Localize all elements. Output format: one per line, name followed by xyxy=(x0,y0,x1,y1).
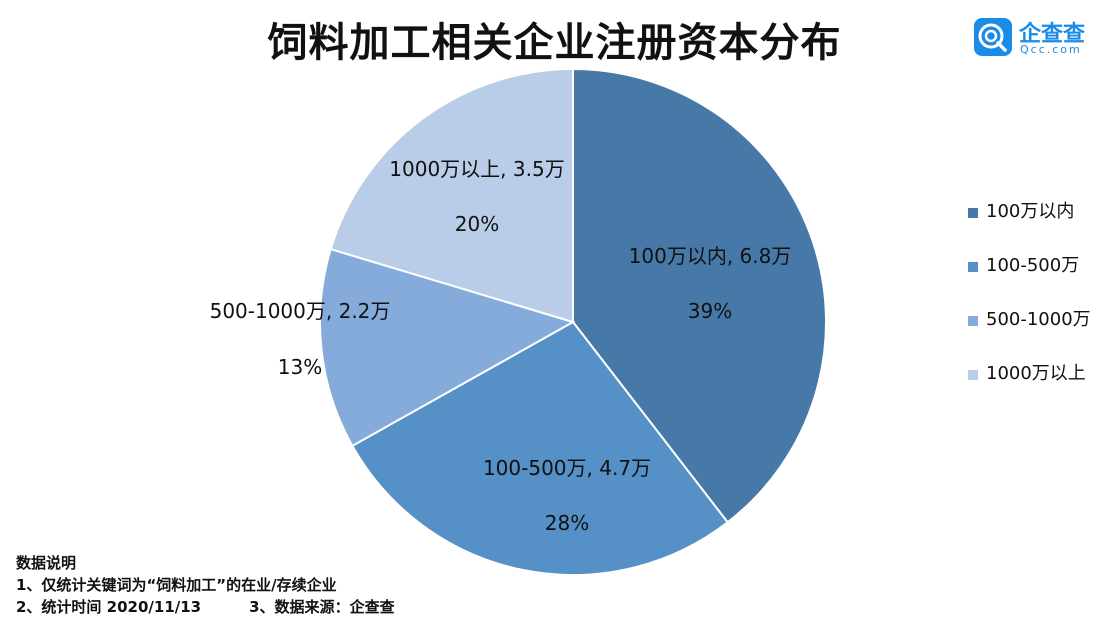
slice-percent-label: 13% xyxy=(278,355,322,379)
notes-source: 3、数据来源：企查查 xyxy=(249,598,395,616)
legend-label: 100万以内 xyxy=(986,201,1075,222)
pie-slice xyxy=(329,67,574,324)
logo-name: 企查查 xyxy=(1019,22,1086,47)
slice-value-label: 1000万以上, 3.5万 xyxy=(389,157,564,181)
legend-label: 500-1000万 xyxy=(986,309,1091,330)
slice-percent-label: 20% xyxy=(455,212,499,236)
legend-swatch xyxy=(968,208,978,218)
slice-percent-label: 28% xyxy=(545,511,589,535)
slice-value-label: 500-1000万, 2.2万 xyxy=(210,299,391,323)
slice-value-label: 100万以内, 6.8万 xyxy=(629,244,792,268)
legend-swatch xyxy=(968,316,978,326)
logo-url: Qcc.com xyxy=(1020,43,1082,56)
qcc-logo-icon xyxy=(974,18,1012,56)
notes-line-2: 2、统计时间 2020/11/13 3、数据来源：企查查 xyxy=(16,596,395,618)
legend-swatch xyxy=(968,262,978,272)
data-notes: 数据说明 1、仅统计关键词为“饲料加工”的在业/存续企业 2、统计时间 2020… xyxy=(16,552,395,618)
legend-label: 100-500万 xyxy=(986,255,1080,276)
notes-line-1: 1、仅统计关键词为“饲料加工”的在业/存续企业 xyxy=(16,576,337,594)
pie-slice xyxy=(572,67,827,524)
legend-label: 1000万以上 xyxy=(986,363,1086,384)
slice-value-label: 100-500万, 4.7万 xyxy=(483,456,651,480)
notes-heading: 数据说明 xyxy=(16,554,77,572)
notes-date: 2、统计时间 2020/11/13 xyxy=(16,598,202,616)
pie-slice xyxy=(319,247,576,448)
legend-swatch xyxy=(968,370,978,380)
slice-percent-label: 39% xyxy=(688,299,732,323)
chart-title: 饲料加工相关企业注册资本分布 xyxy=(267,20,842,66)
pie-slice xyxy=(351,320,730,576)
qcc-logo: 企查查 Qcc.com xyxy=(974,16,1098,58)
